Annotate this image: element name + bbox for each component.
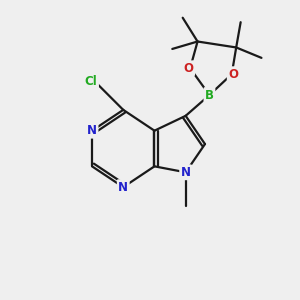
Text: N: N bbox=[87, 124, 97, 137]
Text: O: O bbox=[184, 62, 194, 75]
Text: Cl: Cl bbox=[85, 75, 98, 88]
Text: O: O bbox=[228, 68, 238, 81]
Text: N: N bbox=[181, 166, 191, 179]
Text: B: B bbox=[205, 88, 214, 101]
Text: N: N bbox=[118, 181, 128, 194]
